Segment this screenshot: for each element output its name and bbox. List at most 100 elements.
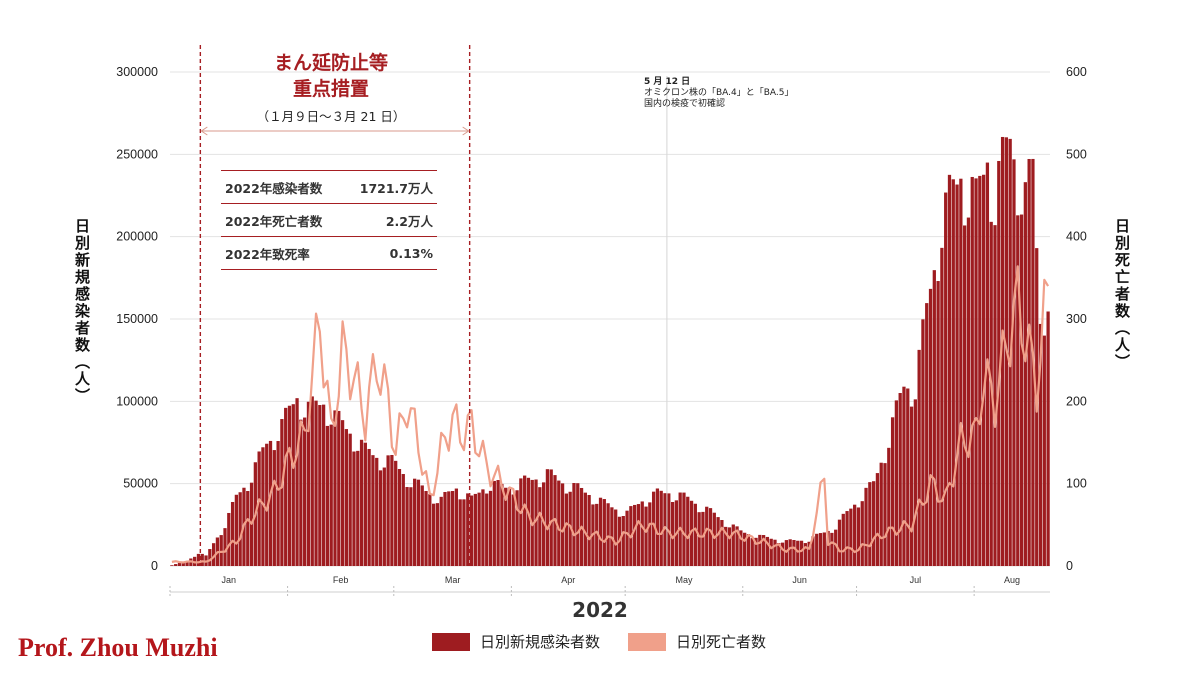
cases-bar [659,490,663,566]
cases-bar [564,493,569,566]
cases-bar [739,530,743,566]
cases-bar [955,184,959,566]
cases-bar [1042,335,1046,566]
event-markers [199,45,668,566]
cases-bar [371,455,375,566]
cases-bar [549,469,553,566]
cases-bar [853,504,857,566]
cases-bar [352,451,356,566]
cases-bar [329,424,333,566]
cases-bar [940,247,944,566]
cases-bar [966,217,971,566]
cases-bar [765,536,770,566]
left-tick-label: 50000 [123,477,158,491]
cases-bar [276,441,280,566]
cases-bar [492,480,496,566]
cases-bar [974,178,978,566]
cases-bar [295,398,299,566]
right-tick-label: 0 [1066,559,1073,573]
cases-bar [469,495,474,566]
cases-bar [708,508,713,566]
cases-bar [234,494,239,566]
cases-bar [841,513,845,566]
cases-bar [257,451,261,566]
cases-bar [761,535,766,566]
cases-bar [303,417,307,566]
cases-bar [834,529,838,566]
cases-bar [238,492,242,566]
cases-bar [356,450,360,566]
cases-bar [526,477,531,566]
stats-value: 1721.7万人 [342,170,437,204]
cases-bar [777,543,781,566]
cases-bar [936,281,940,566]
cases-bar [170,565,174,566]
cases-bar [720,520,724,566]
cases-bar [640,501,644,566]
cases-bar [560,483,565,566]
month-tick-label: Jul [910,575,922,585]
cases-bar [325,425,330,566]
cases-bar [291,404,295,566]
cases-bar [333,410,337,566]
stats-label: 2022年感染者数 [221,170,343,204]
cases-bar [731,524,735,566]
cases-bar [780,542,785,566]
cases-bar [405,487,409,566]
cases-bar [420,485,424,566]
cases-bar [223,528,227,566]
legend-swatch-deaths [628,632,667,651]
cases-bar [378,470,383,566]
cases-bar [185,561,189,566]
emergency-period-dates: （１月９日〜３月 21 日） [256,109,406,124]
legend-label-cases: 日別新規感染者数 [480,633,601,651]
cases-bar [337,410,341,566]
legend-label-deaths: 日別死亡者数 [676,633,767,651]
left-tick-label: 150000 [116,312,158,326]
cases-bar [959,178,963,567]
cases-bar [868,482,872,566]
cases-bar [788,539,792,566]
cases-bar [655,488,660,566]
month-tick-label: Feb [333,575,349,585]
cases-bar [803,543,807,566]
cases-bar [837,519,842,566]
cases-bar [928,288,933,566]
cases-bar [978,175,982,566]
cases-bar [769,538,773,566]
cases-bar [488,490,493,566]
cases-bar [572,483,576,566]
cases-bar [485,493,489,566]
x-axis-label: 2022 [572,598,628,622]
stats-row: 2022年致死率 0.13% [221,236,437,270]
cases-bar [416,479,421,566]
cases-bar [743,532,747,566]
cases-bar [496,480,500,566]
cases-bar [963,225,967,566]
cases-bar [515,490,519,566]
cases-bar [970,176,974,566]
cases-bar [689,500,694,566]
cases-bar [321,404,326,566]
cases-bar [230,501,235,566]
cases-bar [1000,136,1005,566]
cases-bar [458,499,462,566]
cases-bar [792,539,796,566]
cases-bar [651,491,656,566]
cases-bar [435,503,440,566]
ba45-annotation: 5 月 12 日 オミクロン株の「BA.4」と「BA.5」 国内の検疫で初確認 [644,77,794,110]
cases-bar [716,517,720,566]
right-axis-label: 日別死亡者数（人） [1113,218,1131,371]
cases-bar [621,516,625,566]
cases-bar [174,564,178,566]
annotation-line-1: オミクロン株の「BA.4」と「BA.5」 [644,88,794,98]
cases-bar [261,447,265,566]
cases-bar [272,450,276,566]
cases-bar [394,460,398,566]
cases-bar [906,388,910,566]
month-tick-label: May [675,575,693,585]
cases-bar [951,179,955,566]
cases-bar [815,533,819,566]
month-tick-label: Jun [792,575,807,585]
cases-bar [382,467,386,566]
